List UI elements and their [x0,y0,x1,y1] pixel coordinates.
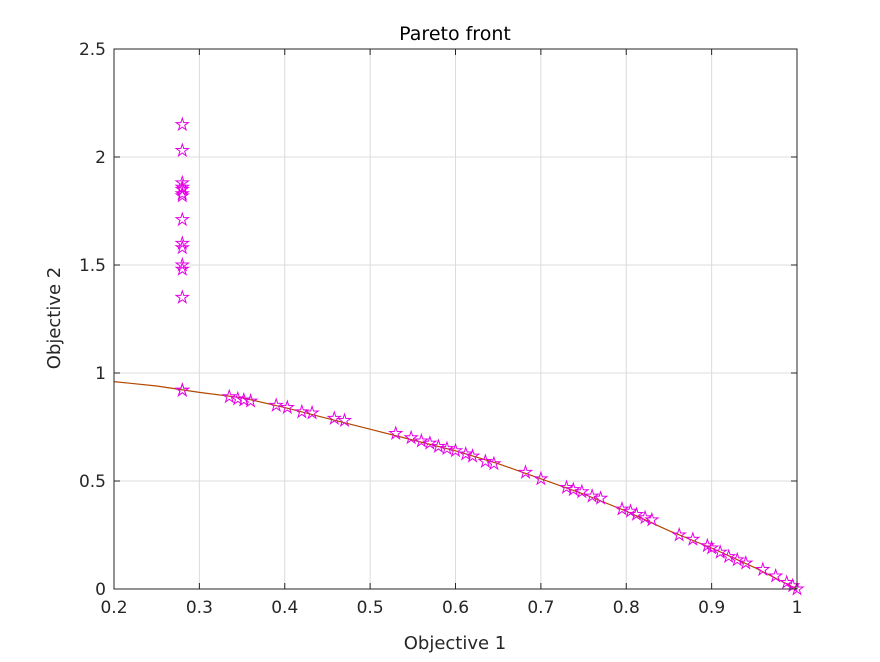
data-point-star [174,185,191,201]
x-tick-label: 0.5 [357,598,384,618]
data-point-star [326,410,342,425]
y-axis-label: Objective 2 [44,267,65,370]
data-point-star [174,239,191,255]
data-point-star [622,503,639,518]
data-point-star [236,391,252,407]
data-point-star [789,580,805,596]
data-point-star [685,531,701,546]
data-point-star [174,382,191,397]
data-point-star [477,453,494,469]
data-point-star [644,511,660,527]
x-tick-label: 1 [792,598,803,618]
data-point-star [174,261,191,276]
data-point-star [174,181,191,196]
y-tick-label: 0 [95,580,106,600]
data-point-star [294,403,310,419]
data-point-star [671,526,687,542]
y-tick-label: 2.5 [79,40,106,60]
data-point-star [464,448,481,463]
data-point-star [637,509,653,525]
x-axis-label: Objective 1 [404,633,507,654]
data-point-star [779,574,795,590]
x-tick-label: 0.2 [100,598,127,618]
data-point-star [336,412,353,428]
y-tick-label: 1 [95,364,106,384]
data-point-star [174,289,191,304]
data-point-star [174,235,191,250]
data-point-star [422,435,438,450]
data-point-star [517,464,534,479]
data-point-star [242,392,259,408]
data-point-star [447,442,464,458]
chart-title: Pareto front [399,23,511,45]
data-point-star [268,397,284,412]
data-point-star [720,548,737,564]
ticks-layer: 0.2 0.3 0.4 0.5 0.6 0.7 0.8 0.9 1 0 0.5 1 1.5 2 2.5 [79,40,802,618]
data-point-star [584,487,600,503]
data-point-star [574,483,590,499]
data-point-star [703,539,720,555]
data-point-star [403,429,419,445]
data-point-star [174,211,191,227]
data-point-star [755,561,771,577]
data-point-star [565,481,582,497]
data-point-star [413,432,430,448]
data-point-star [174,256,191,272]
data-point-star [533,470,549,486]
points-layer [174,116,805,596]
x-tick-label: 0.8 [613,598,640,618]
data-point-star [439,440,455,456]
x-tick-label: 0.9 [698,598,725,618]
x-tick-label: 0.7 [527,598,554,618]
data-point-star [174,187,191,203]
data-point-star [174,174,191,190]
data-point-star [628,506,645,522]
data-point-star [614,500,630,516]
true-pareto-front-line [113,381,798,590]
data-point-star [592,490,609,505]
data-point-star [729,551,745,567]
data-point-star [221,388,237,404]
x-tick-label: 0.4 [271,598,298,618]
grid-layer [113,48,798,590]
data-point-star [430,438,447,454]
x-tick-label: 0.6 [442,598,469,618]
data-point-star [738,554,754,570]
data-point-star [458,445,474,461]
data-point-star [174,142,191,158]
y-tick-label: 0.5 [79,472,106,492]
data-point-star [174,116,191,132]
y-tick-label: 2 [95,148,106,168]
data-point-star [388,425,404,441]
data-point-star [279,399,296,415]
curve-layer [113,381,798,590]
x-tick-label: 0.3 [186,598,213,618]
data-point-star [558,479,575,495]
data-point-star [304,404,320,420]
data-point-star [712,544,728,559]
data-point-star [767,567,784,583]
y-tick-label: 1.5 [79,256,106,276]
data-point-star [486,455,502,471]
